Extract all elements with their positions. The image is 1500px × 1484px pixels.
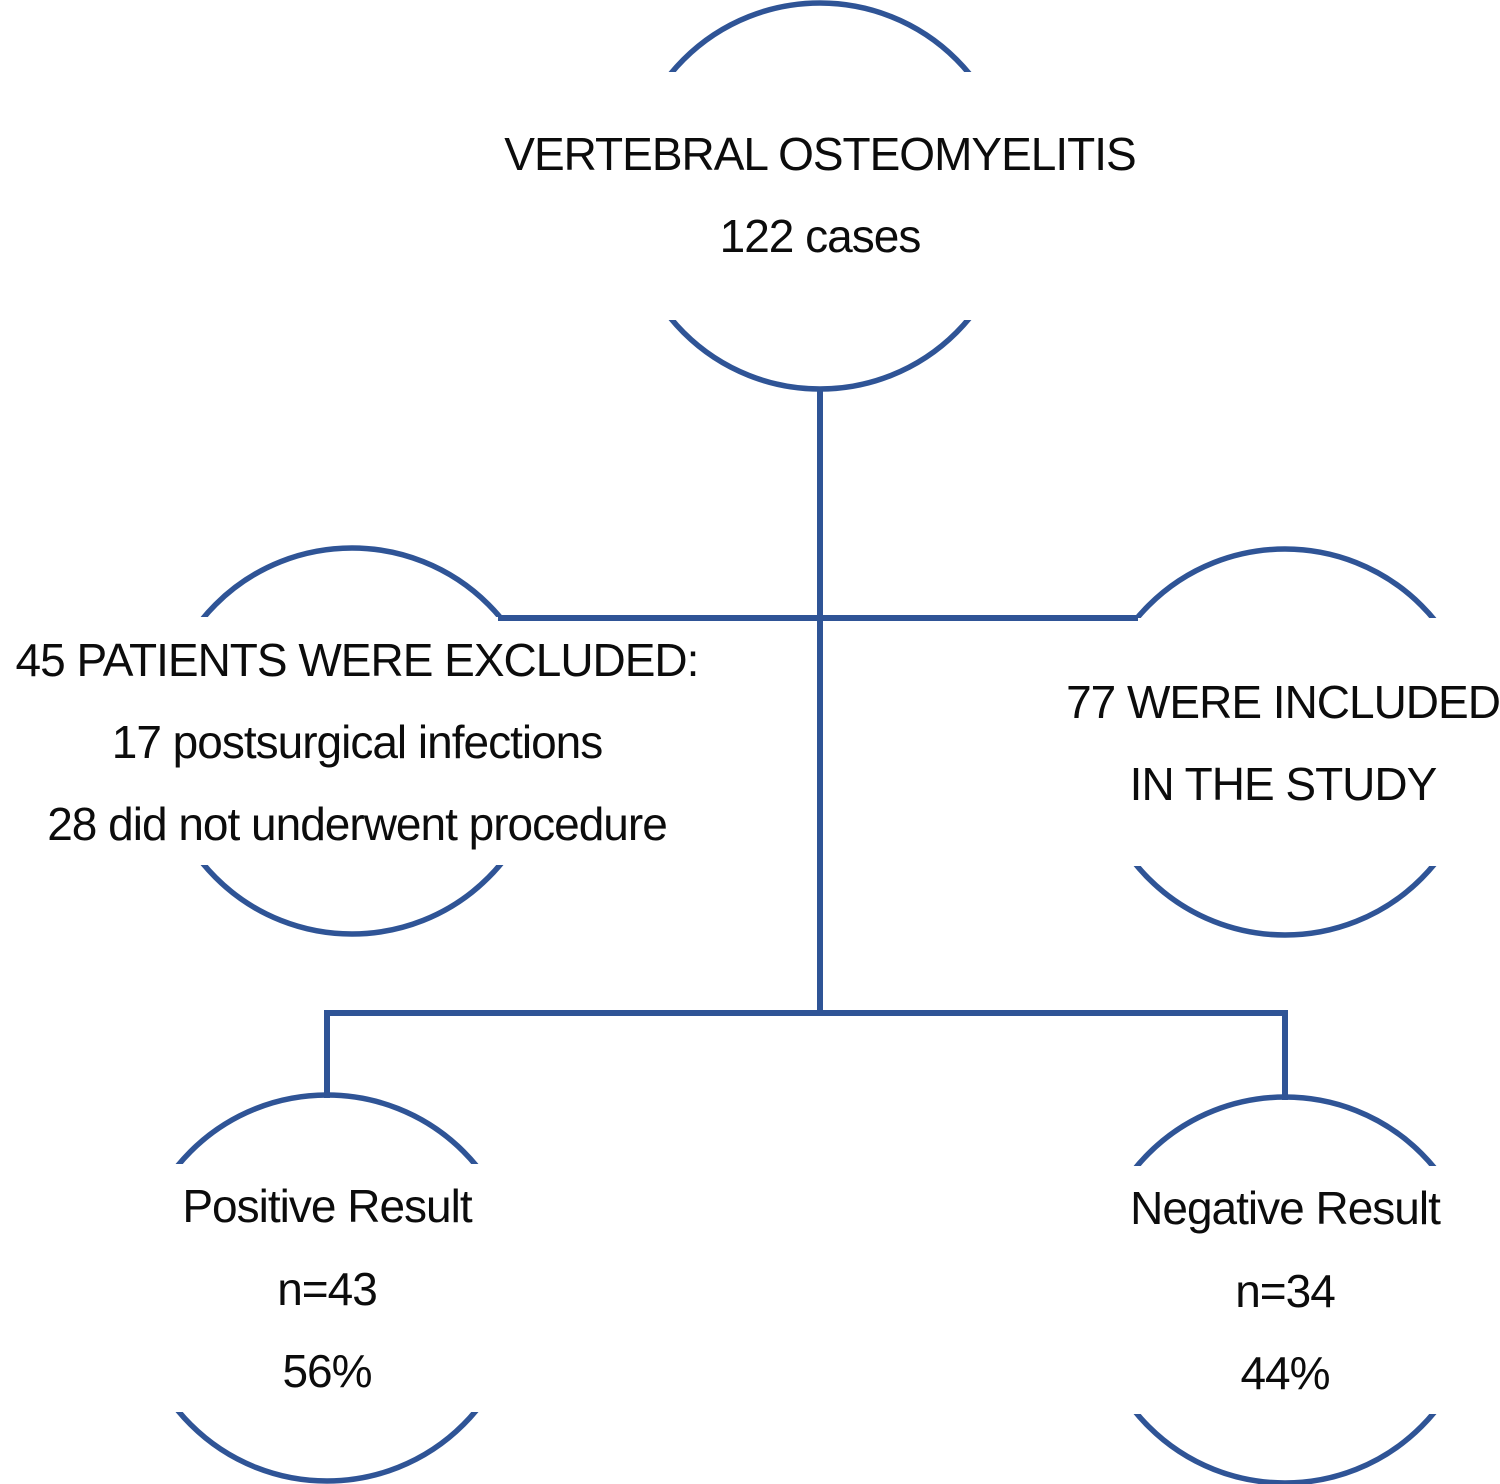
excluded-node-mask [0,617,730,865]
positive-node-line-3: 56% [282,1345,371,1397]
included-node-line-1: 77 WERE INCLUDED [1066,676,1500,728]
node-masks [0,72,1500,1414]
negative-node-mask [1050,1166,1500,1414]
excluded-node-line-1: 45 PATIENTS WERE EXCLUDED: [16,634,699,686]
root-node-line-2: 122 cases [720,210,921,262]
positive-node-line-2: n=43 [277,1263,377,1315]
negative-node-line-3: 44% [1240,1347,1329,1399]
excluded-node-line-2: 17 postsurgical infections [112,716,603,768]
positive-node-mask [90,1164,570,1412]
connectors [324,388,1288,1100]
node-labels: VERTEBRAL OSTEOMYELITIS 122 cases 45 PAT… [16,128,1500,1399]
negative-node-line-1: Negative Result [1130,1182,1441,1234]
included-node-mask [1055,618,1500,866]
root-node-mask [430,72,1210,320]
included-node-line-2: IN THE STUDY [1130,758,1437,810]
excluded-node-line-3: 28 did not underwent procedure [47,798,667,850]
positive-node-line-1: Positive Result [182,1180,472,1232]
root-node-line-1: VERTEBRAL OSTEOMYELITIS [504,128,1135,180]
negative-node-line-2: n=34 [1235,1265,1335,1317]
connector-results-branch [324,1010,1288,1100]
